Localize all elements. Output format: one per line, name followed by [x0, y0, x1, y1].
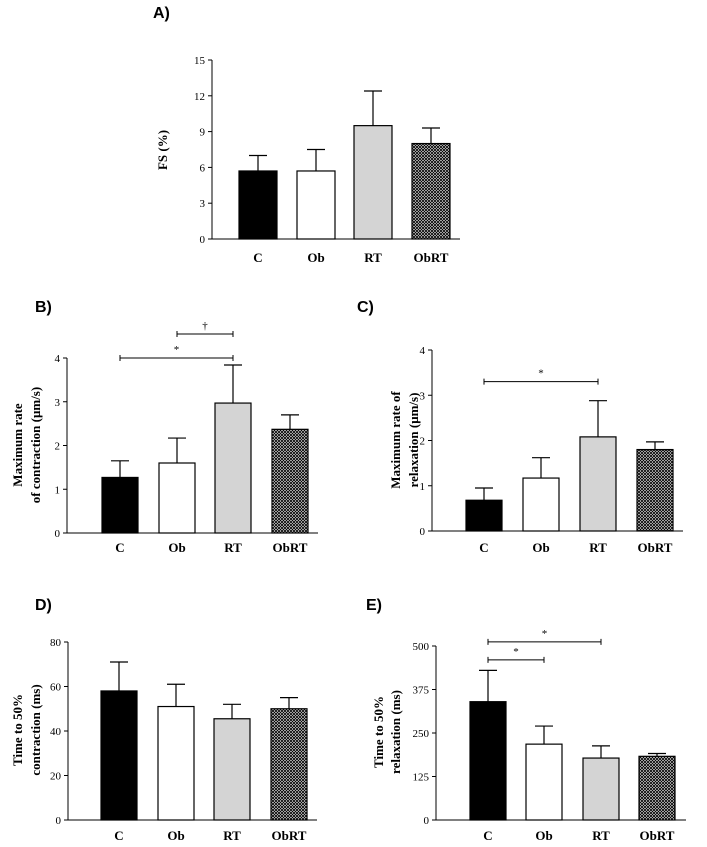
panel-d-plot: 0 20 40 60 80	[50, 637, 317, 827]
panel-e-ytick-label: 0	[424, 815, 430, 827]
panel-c-ytick-label: 3	[420, 390, 426, 402]
panel-e-ytick-label: 500	[413, 641, 430, 653]
panel-a-bar-c	[238, 170, 278, 240]
panel-a-category-ob: Ob	[307, 250, 324, 265]
panel-d-ylabel-2: contraction (ms)	[28, 684, 43, 775]
panel-b-category-rt: RT	[224, 540, 242, 555]
panel-d-bar-c	[100, 690, 138, 821]
panel-a-bar-obrt	[411, 142, 451, 240]
panel-e-plot: 0 125 250 375 500 * *	[413, 628, 686, 827]
panel-b-label: B)	[35, 299, 52, 316]
panel-e-ytick-label: 125	[413, 772, 430, 784]
panel-b-plot: 0 1 2 3 4 * †	[55, 320, 318, 540]
panel-e: E) Time to 50% relaxation (ms) 0 125 250 37…	[366, 597, 686, 843]
panel-a-category-rt: RT	[364, 250, 382, 265]
panel-a: A) FS (%) 0 3 6 9 12 15 C Ob RT ObRT	[153, 5, 460, 265]
panel-c-label: C)	[357, 299, 374, 316]
panel-c-ytick-label: 2	[420, 436, 426, 448]
panel-b: B) Maximum rate of contraction (μm/s) 0 1…	[10, 299, 318, 555]
panel-d-ytick-label: 80	[50, 637, 62, 649]
panel-a-ytick-label: 12	[194, 91, 205, 103]
panel-b-ytick-label: 2	[55, 441, 61, 453]
panel-c-ytick-label: 4	[420, 345, 426, 357]
panel-e-category-ob: Ob	[535, 828, 552, 843]
panel-a-bar-rt	[353, 125, 393, 240]
panel-e-bar-rt	[582, 757, 620, 821]
panel-b-bar-rt	[214, 402, 252, 534]
panel-b-ytick-label: 3	[55, 397, 61, 409]
panel-a-label: A)	[153, 5, 170, 22]
panel-c: C) Maximum rate of relaxation (μm/s) 0 1 2…	[357, 299, 683, 555]
panel-c-ylabel-2: relaxation (μm/s)	[406, 393, 421, 488]
panel-b-ytick-label: 1	[55, 484, 61, 496]
panel-a-ytick-label: 6	[200, 162, 206, 174]
panel-e-bar-ob	[525, 743, 563, 821]
panel-d-ytick-label: 0	[56, 815, 62, 827]
panel-c-category-ob: Ob	[532, 540, 549, 555]
panel-b-ytick-label: 0	[55, 528, 61, 540]
panel-b-ylabel-1: Maximum rate	[10, 403, 25, 487]
panel-e-ytick-label: 375	[413, 685, 430, 697]
panel-e-bar-obrt	[638, 755, 676, 821]
panel-a-bar-ob	[296, 170, 336, 240]
panel-c-category-rt: RT	[589, 540, 607, 555]
panel-c-bar-c	[465, 499, 503, 532]
panel-c-category-c: C	[479, 540, 488, 555]
panel-c-ylabel-1: Maximum rate of	[388, 391, 403, 489]
panel-d: D) Time to 50% contraction (ms) 0 20 40 60 8…	[10, 597, 317, 843]
panel-b-significance-label: †	[202, 320, 208, 332]
panel-e-ytick-label: 250	[413, 728, 430, 740]
panel-c-bar-rt	[579, 436, 617, 532]
panel-e-label: E)	[366, 597, 382, 614]
panel-c-ytick-label: 1	[420, 481, 426, 493]
panel-a-ytick-label: 3	[200, 198, 206, 210]
panel-e-significance-label: *	[542, 628, 548, 640]
panel-c-bar-obrt	[636, 448, 674, 532]
panel-c-significance-label: *	[538, 368, 544, 380]
panel-a-category-c: C	[253, 250, 262, 265]
panel-d-category-rt: RT	[223, 828, 241, 843]
panel-d-ytick-label: 20	[50, 771, 62, 783]
panel-c-category-obrt: ObRT	[638, 540, 673, 555]
panel-b-bar-obrt	[271, 428, 309, 534]
panel-d-category-ob: Ob	[167, 828, 184, 843]
panel-b-bar-ob	[158, 462, 196, 534]
panel-e-category-obrt: ObRT	[640, 828, 675, 843]
panel-c-ytick-label: 0	[420, 526, 426, 538]
panel-b-category-ob: Ob	[168, 540, 185, 555]
panel-c-bar-ob	[522, 477, 560, 532]
panel-e-ylabel-1: Time to 50%	[371, 696, 386, 768]
panel-b-significance-label: *	[174, 344, 180, 356]
panel-d-ytick-label: 40	[50, 726, 62, 738]
panel-d-ylabel-1: Time to 50%	[10, 694, 25, 766]
panel-e-category-rt: RT	[592, 828, 610, 843]
panel-d-category-obrt: ObRT	[272, 828, 307, 843]
panel-d-category-c: C	[114, 828, 123, 843]
panel-d-label: D)	[35, 597, 52, 614]
panel-e-bar-c	[469, 701, 507, 821]
panel-a-ylabel-1: FS (%)	[155, 130, 170, 170]
panel-e-category-c: C	[483, 828, 492, 843]
panel-b-ytick-label: 4	[55, 353, 61, 365]
panel-e-ylabel-2: relaxation (ms)	[388, 690, 403, 774]
panel-a-category-obrt: ObRT	[414, 250, 449, 265]
panel-d-bar-obrt	[270, 708, 308, 821]
panel-a-ytick-label: 9	[200, 127, 206, 139]
panel-c-plot: 0 1 2 3 4 *	[420, 345, 683, 538]
panel-d-ytick-label: 60	[50, 682, 62, 694]
panel-a-plot: 0 3 6 9 12 15	[194, 55, 460, 246]
panel-b-bar-c	[101, 476, 139, 534]
panel-e-significance-label: *	[513, 646, 519, 658]
panel-a-ytick-label: 15	[194, 55, 206, 67]
panel-a-ytick-label: 0	[200, 234, 206, 246]
panel-b-category-c: C	[115, 540, 124, 555]
panel-b-ylabel-2: of contraction (μm/s)	[28, 387, 43, 503]
panel-b-category-obrt: ObRT	[273, 540, 308, 555]
panel-d-bar-ob	[157, 705, 195, 821]
panel-d-bar-rt	[213, 718, 251, 821]
